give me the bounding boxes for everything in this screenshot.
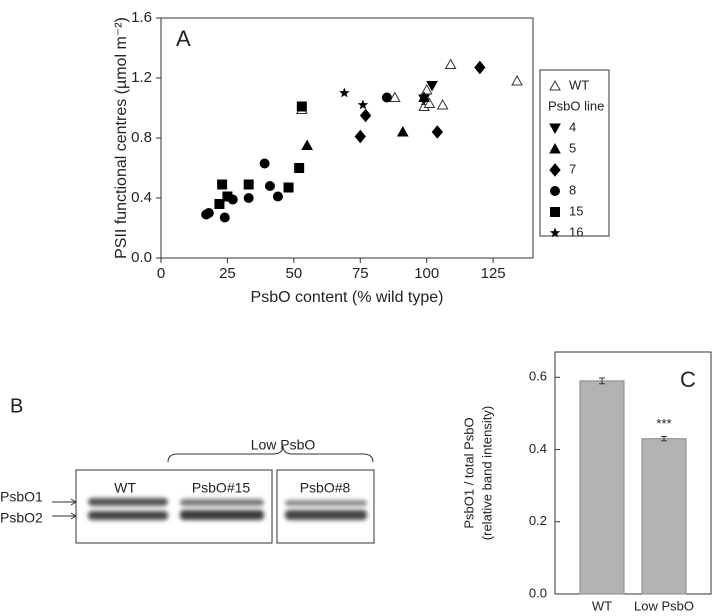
error-bar bbox=[661, 436, 667, 442]
marker bbox=[418, 91, 430, 102]
marker bbox=[511, 74, 523, 86]
y-tick-label: 0.0 bbox=[131, 249, 152, 266]
y-tick-label: 1.6 bbox=[131, 9, 152, 26]
lane-label: WT bbox=[114, 480, 136, 496]
y-tick-label: 0.2 bbox=[529, 513, 547, 528]
x-tick-label: 0 bbox=[157, 265, 165, 282]
plot-frame bbox=[160, 17, 534, 259]
marker bbox=[259, 158, 270, 169]
legend-group-label: PsbO line bbox=[548, 98, 604, 113]
y-axis-label: PSII functional centres (µmol m⁻²) bbox=[113, 17, 130, 259]
marker bbox=[222, 191, 233, 202]
marker bbox=[474, 60, 486, 75]
x-tick-label: WT bbox=[592, 598, 612, 613]
legend-label: 8 bbox=[569, 182, 576, 197]
marker bbox=[203, 208, 214, 218]
y-tick-label: 0.4 bbox=[131, 189, 152, 206]
x-tick-label: 125 bbox=[481, 265, 506, 282]
y-tick-label: 0.4 bbox=[529, 441, 547, 456]
y-axis-label: (relative band intensity) bbox=[479, 406, 494, 540]
legend-label: 5 bbox=[569, 140, 576, 155]
marker bbox=[357, 99, 369, 110]
blot-frame bbox=[276, 469, 375, 544]
legend-marker bbox=[549, 142, 561, 154]
marker bbox=[396, 125, 409, 137]
marker bbox=[217, 179, 228, 190]
x-axis-label: PsbO content (% wild type) bbox=[251, 289, 444, 306]
marker bbox=[301, 139, 313, 150]
marker bbox=[219, 212, 230, 223]
annotation: *** bbox=[656, 416, 671, 431]
y-tick-label: 0.0 bbox=[529, 585, 547, 600]
marker bbox=[388, 91, 401, 102]
legend-label: 7 bbox=[569, 161, 576, 176]
marker bbox=[381, 92, 392, 103]
panel-label: B bbox=[10, 395, 23, 417]
arrow bbox=[52, 498, 77, 520]
marker bbox=[296, 101, 307, 112]
legend-label: 15 bbox=[569, 203, 583, 218]
legend-label: 4 bbox=[569, 119, 576, 134]
x-tick-label: 75 bbox=[352, 265, 369, 282]
marker bbox=[354, 129, 366, 144]
x-tick-label: 50 bbox=[286, 265, 303, 282]
x-tick-label: Low PsbO bbox=[634, 598, 694, 613]
panel-label: A bbox=[176, 26, 191, 51]
bar bbox=[641, 438, 687, 595]
plot-frame bbox=[554, 351, 712, 595]
panel-label: C bbox=[680, 367, 696, 392]
legend-marker bbox=[550, 186, 560, 196]
legend-marker bbox=[550, 207, 560, 217]
y-tick-label: 1.2 bbox=[131, 69, 152, 86]
group-label: Low PsbO bbox=[251, 437, 316, 453]
legend-label: 16 bbox=[569, 224, 583, 239]
marker bbox=[431, 125, 443, 139]
band-label: PsbO2 bbox=[0, 510, 43, 526]
marker bbox=[283, 182, 294, 193]
legend-marker bbox=[549, 227, 561, 238]
marker bbox=[436, 98, 449, 110]
bar bbox=[579, 380, 625, 595]
marker bbox=[264, 181, 275, 191]
marker bbox=[243, 193, 254, 203]
brace bbox=[167, 445, 374, 463]
band-label: PsbO1 bbox=[0, 489, 43, 505]
lane-label: PsbO#15 bbox=[192, 480, 251, 496]
marker bbox=[420, 83, 433, 95]
bands bbox=[88, 498, 367, 520]
y-tick-label: 0.8 bbox=[131, 129, 152, 146]
marker bbox=[359, 108, 372, 123]
legend-frame bbox=[539, 69, 610, 237]
legend-label: WT bbox=[569, 77, 589, 92]
marker bbox=[294, 163, 305, 173]
marker bbox=[339, 87, 350, 98]
x-tick-label: 100 bbox=[414, 265, 439, 282]
marker bbox=[444, 58, 457, 69]
legend-marker bbox=[549, 79, 561, 91]
lane-label: PsbO#8 bbox=[300, 480, 351, 496]
y-tick-label: 0.6 bbox=[529, 369, 547, 384]
marker bbox=[272, 191, 283, 202]
blot-frame bbox=[75, 469, 273, 544]
x-tick-label: 25 bbox=[219, 265, 236, 282]
marker bbox=[423, 97, 436, 108]
marker bbox=[243, 179, 254, 190]
legend-marker bbox=[549, 163, 561, 177]
marker bbox=[426, 81, 438, 92]
legend-marker bbox=[549, 123, 561, 135]
marker bbox=[214, 199, 225, 209]
error-bar bbox=[599, 377, 605, 385]
y-axis-label: PsbO1 / total PsbO bbox=[461, 417, 476, 528]
